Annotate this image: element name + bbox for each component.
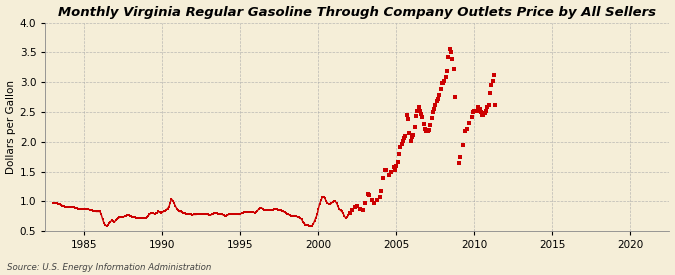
Text: Source: U.S. Energy Information Administration: Source: U.S. Energy Information Administ… bbox=[7, 263, 211, 272]
Title: Monthly Virginia Regular Gasoline Through Company Outlets Price by All Sellers: Monthly Virginia Regular Gasoline Throug… bbox=[59, 6, 656, 18]
Y-axis label: Dollars per Gallon: Dollars per Gallon bbox=[5, 80, 16, 174]
